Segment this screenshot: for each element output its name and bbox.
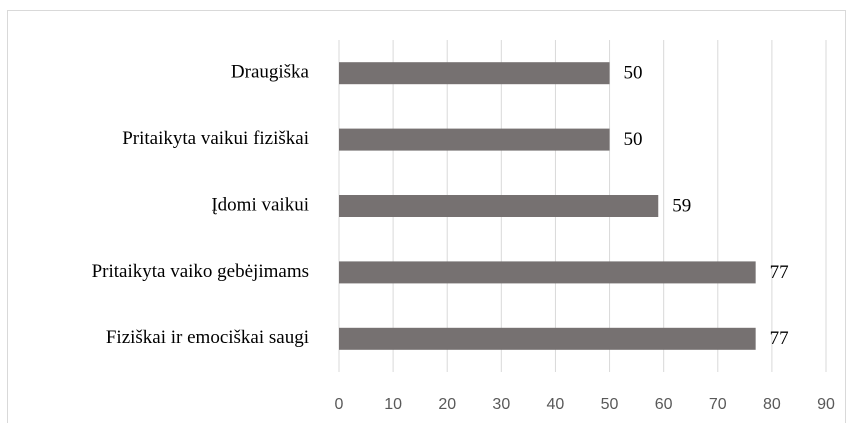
x-tick-label: 60 [655,396,673,413]
x-tick-label: 80 [763,396,781,413]
value-label: 59 [672,195,691,216]
x-tick-label: 0 [335,396,344,413]
y-tick-label: Fiziškai ir emociškai saugi [106,327,309,348]
y-tick-label: Pritaikyta vaikui fiziškai [122,128,309,149]
bar [339,327,756,350]
value-label: 50 [624,129,643,150]
x-tick-label: 90 [817,396,835,413]
chart-border [7,10,846,423]
bar [339,261,756,284]
value-label: 50 [624,63,643,84]
bar [339,62,610,85]
x-tick-label: 40 [547,396,565,413]
x-tick-label: 30 [492,396,510,413]
value-label: 77 [770,328,789,349]
x-tick-label: 20 [438,396,456,413]
y-tick-label: Draugiška [231,62,310,83]
x-tick-label: 50 [601,396,619,413]
value-label: 77 [770,262,789,283]
bar [339,128,610,151]
y-tick-label: Įdomi vaikui [211,194,309,215]
x-tick-label: 70 [709,396,727,413]
y-tick-label: Pritaikyta vaiko gebėjimams [92,261,309,282]
x-tick-label: 10 [384,396,402,413]
bar [339,195,659,217]
